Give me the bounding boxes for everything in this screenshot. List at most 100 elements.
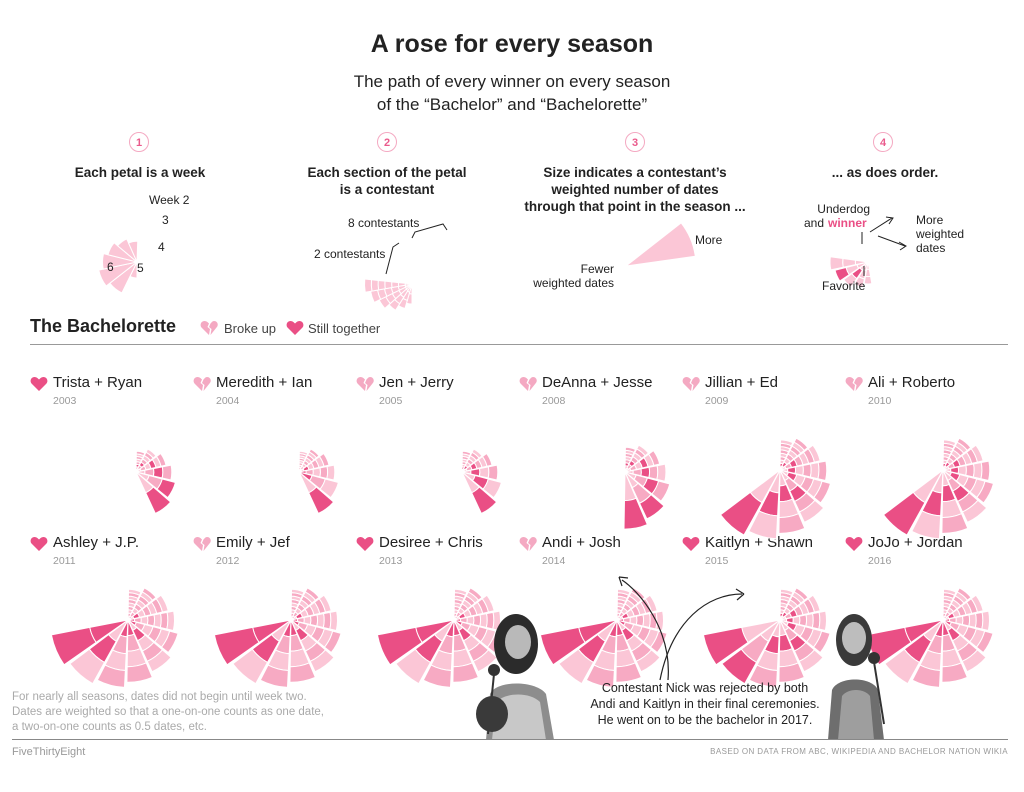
arrow-to-andi	[621, 579, 669, 681]
heart-icon	[356, 537, 374, 551]
note-line: Dates are weighted so that a one-on-one …	[12, 706, 324, 718]
broken-heart-icon	[845, 377, 863, 391]
contestant-section	[956, 587, 972, 601]
explainer-petal-sections	[364, 278, 413, 311]
explainer-graphics: Week 2 3 4 5 6 8 contestants 2 contestan…	[98, 193, 964, 311]
contestant-section	[817, 460, 828, 482]
season-year: 2016	[868, 555, 892, 567]
contestant-section	[146, 649, 172, 673]
contestant-section	[942, 439, 957, 447]
contestant-section	[793, 437, 809, 452]
contestant-section	[452, 662, 479, 683]
explainer-petals-weeks	[98, 238, 139, 294]
footer-brand: FiveThirtyEight	[12, 746, 86, 758]
season-couple: Ashley + J.P.	[53, 534, 140, 551]
contestant-section	[635, 649, 661, 673]
contestant-section	[941, 662, 968, 683]
contestant-section	[558, 648, 595, 685]
nick-callout: Contestant Nick was rejected by both And…	[570, 680, 840, 728]
winner-section	[834, 266, 850, 282]
contestant-section	[778, 662, 805, 683]
contestant-section	[319, 478, 340, 499]
winner-section	[623, 497, 648, 530]
season-couple: Kaitlyn + Shawn	[705, 534, 813, 551]
contestant-section	[166, 610, 175, 632]
season-couple: Trista + Ryan	[53, 374, 143, 391]
week-petal	[107, 242, 138, 263]
contestant-section	[748, 510, 779, 540]
contestant-section	[807, 594, 821, 613]
season-rose	[213, 587, 342, 688]
season-couple: Jen + Jerry	[379, 374, 454, 391]
winner-section	[721, 648, 758, 685]
section-divider	[30, 344, 1008, 345]
step-heading-2: Each section of the petal is a contestan…	[277, 164, 497, 198]
contestant-section	[818, 610, 827, 632]
season-year: 2012	[216, 555, 240, 567]
legend-still-together: Still together	[308, 321, 381, 336]
contestant-section	[961, 649, 987, 673]
contestant-section	[472, 649, 498, 673]
contestant-section	[911, 664, 941, 688]
season-couple: DeAnna + Jesse	[542, 374, 653, 391]
season-year: 2008	[542, 395, 566, 407]
contestant-section	[647, 449, 661, 466]
label-and: and	[804, 216, 824, 230]
contestant-section	[471, 448, 483, 459]
contestant-section	[970, 444, 984, 463]
label-week-5: 5	[137, 261, 144, 275]
arrow-more-up	[869, 216, 894, 233]
season-rose	[376, 587, 505, 688]
step-number-3: 3	[625, 132, 645, 152]
winner-section	[471, 486, 498, 515]
season-rose	[539, 587, 668, 688]
step-number-2: 2	[377, 132, 397, 152]
arrow-to-kaitlyn	[659, 593, 743, 681]
contestant-section	[778, 513, 806, 534]
label-eight-contestants: 8 contestants	[348, 216, 419, 230]
broken-heart-icon	[519, 537, 537, 551]
explainer-petal-order	[829, 256, 873, 289]
step-heading-line: Each section of the petal	[307, 165, 467, 180]
season-rose	[135, 448, 177, 515]
label-more-weighted-2: weighted	[915, 227, 964, 241]
contestant-section	[863, 275, 873, 285]
contestant-section	[160, 630, 179, 654]
season-couple: Emily + Jef	[216, 534, 290, 551]
winner-section	[539, 626, 586, 666]
season-year: 2005	[379, 395, 403, 407]
arrow-more-right	[877, 235, 907, 251]
season-rose	[882, 437, 995, 540]
season-couple: Jillian + Ed	[705, 374, 778, 391]
subtitle-line: The path of every winner on every season	[353, 72, 671, 91]
broken-heart-icon	[193, 537, 211, 551]
contestant-section	[970, 594, 984, 613]
season-year: 2003	[53, 395, 77, 407]
bracket-eight	[411, 223, 448, 239]
contestant-section	[453, 588, 468, 596]
size-wedge	[624, 222, 696, 267]
week-petal	[98, 261, 138, 287]
contestant-section	[941, 513, 969, 534]
label-two-contestants: 2 contestants	[314, 247, 385, 261]
heart-icon	[30, 537, 48, 551]
contestant-section	[956, 437, 972, 452]
contestant-section	[259, 664, 289, 688]
contestant-section	[798, 499, 825, 524]
label-winner: winner	[827, 216, 867, 230]
page-subtitle: The path of every winner on every season…	[262, 70, 762, 116]
winner-section	[213, 626, 260, 666]
contestant-section	[481, 594, 495, 613]
step-heading-line: Each petal is a week	[74, 165, 206, 180]
contestant-section	[615, 662, 642, 683]
contestant-section	[481, 452, 493, 467]
label-week-3: 3	[162, 213, 169, 227]
contestant-section	[779, 439, 794, 447]
contestant-section	[482, 478, 503, 499]
season-year: 2015	[705, 555, 729, 567]
contestant-section	[318, 452, 330, 467]
contestant-section	[141, 587, 157, 601]
contestant-section	[309, 649, 335, 673]
